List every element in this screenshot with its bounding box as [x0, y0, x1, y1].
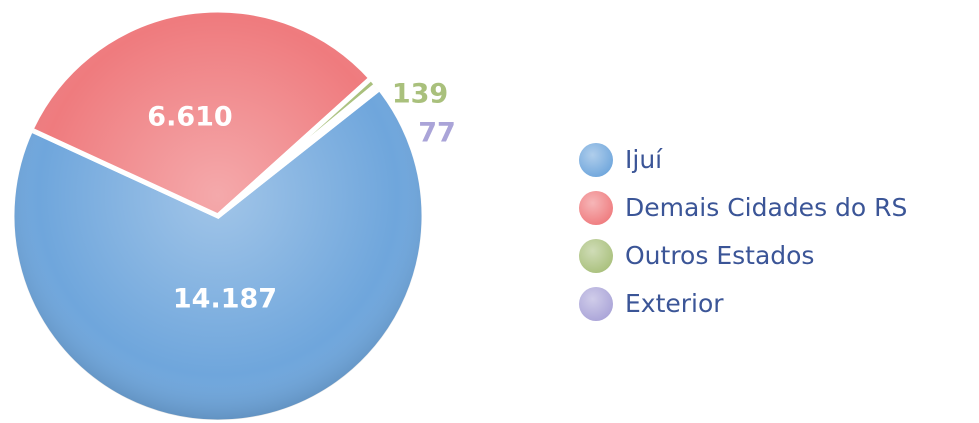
legend-swatch-shine [579, 239, 613, 273]
value-label: 139 [392, 79, 448, 110]
legend-label: Ijuí [625, 145, 663, 174]
legend-swatch-shine [579, 287, 613, 321]
value-label: 77 [418, 118, 456, 149]
legend-swatch-shine [579, 143, 613, 177]
legend-label: Exterior [625, 289, 724, 318]
legend-swatch-shine [579, 191, 613, 225]
legend-label: Outros Estados [625, 241, 814, 270]
value-label: 14.187 [173, 284, 277, 315]
legend-label: Demais Cidades do RS [625, 193, 907, 222]
value-label: 6.610 [147, 102, 232, 133]
